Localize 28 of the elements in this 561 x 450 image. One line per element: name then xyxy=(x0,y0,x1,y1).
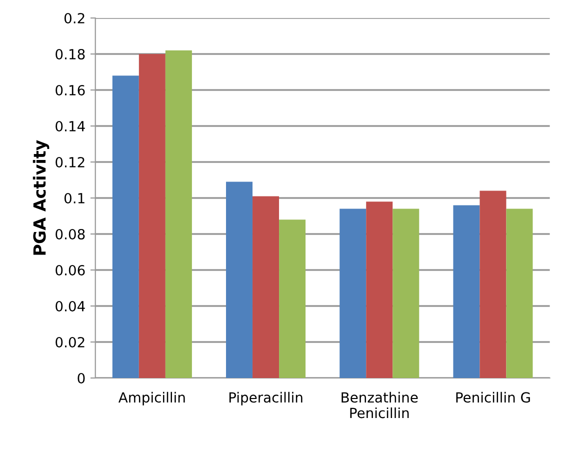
x-tick-label: Piperacillin xyxy=(229,392,302,406)
y-tick-label: 0.16 xyxy=(56,84,85,96)
x-tick-label: Ampicillin xyxy=(118,392,185,406)
bar xyxy=(165,50,192,378)
y-tick-label: 0.14 xyxy=(56,120,85,132)
bar xyxy=(340,208,366,378)
y-tick-label: 0.12 xyxy=(56,156,84,168)
bar xyxy=(506,208,533,378)
y-tick-label: 0.02 xyxy=(56,336,84,348)
y-tick-label: 0.04 xyxy=(56,300,85,312)
bar xyxy=(138,54,166,378)
bar xyxy=(112,76,139,378)
y-tick-label: 0 xyxy=(78,372,85,384)
bar xyxy=(453,205,480,378)
y-tick-label: 0.2 xyxy=(64,12,84,24)
bar xyxy=(366,202,393,378)
y-axis-title: PGA Activity xyxy=(32,140,50,255)
bar xyxy=(252,196,280,378)
bar xyxy=(226,182,253,378)
x-tick-label: Benzathine Penicillin xyxy=(342,392,418,418)
y-tick-label: 0.08 xyxy=(56,228,85,240)
y-tick-label: 0.06 xyxy=(56,264,85,276)
bar xyxy=(279,220,306,378)
bar xyxy=(480,190,506,378)
x-tick-label: Penicillin G xyxy=(456,392,530,403)
bar xyxy=(392,208,420,378)
y-tick-label: 0.18 xyxy=(56,48,85,60)
y-tick-label: 0.1 xyxy=(64,192,84,204)
